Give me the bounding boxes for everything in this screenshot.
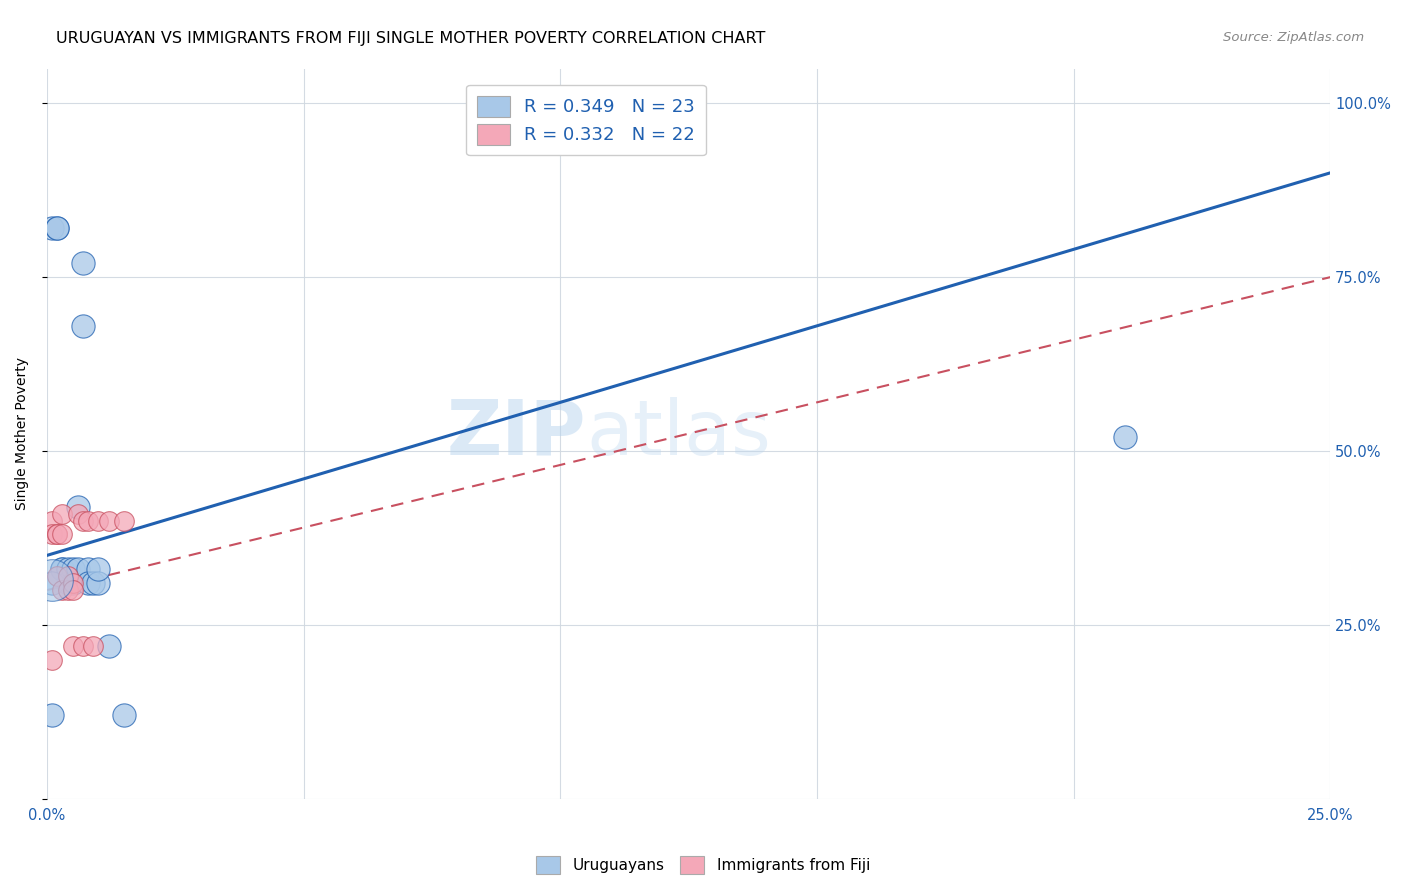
Point: [62, 576, 84, 591]
Point: [77, 514, 100, 528]
Point: [112, 708, 135, 723]
Point: [62, 576, 84, 591]
Point: [72, 639, 94, 653]
Point: [51, 507, 73, 521]
Text: ZIP: ZIP: [447, 397, 586, 471]
Point: [51, 562, 73, 576]
Legend: Uruguayans, Immigrants from Fiji: Uruguayans, Immigrants from Fiji: [530, 850, 876, 880]
Legend: R = 0.349   N = 23, R = 0.332   N = 22: R = 0.349 N = 23, R = 0.332 N = 22: [467, 85, 706, 155]
Point: [46, 221, 69, 235]
Point: [62, 639, 84, 653]
Point: [46, 569, 69, 583]
Y-axis label: Single Mother Poverty: Single Mother Poverty: [15, 357, 30, 510]
Point: [97, 514, 120, 528]
Point: [66, 507, 89, 521]
Point: [56, 576, 79, 591]
Point: [82, 639, 104, 653]
Point: [46, 527, 69, 541]
Point: [41, 514, 63, 528]
Point: [56, 562, 79, 576]
Point: [62, 562, 84, 576]
Point: [41, 527, 63, 541]
Point: [41, 573, 63, 587]
Point: [72, 514, 94, 528]
Point: [51, 527, 73, 541]
Text: URUGUAYAN VS IMMIGRANTS FROM FIJI SINGLE MOTHER POVERTY CORRELATION CHART: URUGUAYAN VS IMMIGRANTS FROM FIJI SINGLE…: [56, 31, 766, 46]
Point: [66, 562, 89, 576]
Point: [51, 583, 73, 598]
Point: [51, 562, 73, 576]
Point: [87, 514, 110, 528]
Point: [46, 221, 69, 235]
Point: [82, 576, 104, 591]
Point: [66, 500, 89, 514]
Point: [87, 576, 110, 591]
Point: [77, 562, 100, 576]
Point: [97, 639, 120, 653]
Point: [41, 708, 63, 723]
Text: atlas: atlas: [586, 397, 770, 471]
Point: [72, 256, 94, 270]
Point: [41, 221, 63, 235]
Text: Source: ZipAtlas.com: Source: ZipAtlas.com: [1223, 31, 1364, 45]
Point: [56, 569, 79, 583]
Point: [77, 576, 100, 591]
Point: [46, 527, 69, 541]
Point: [112, 514, 135, 528]
Point: [41, 653, 63, 667]
Point: [1114, 430, 1136, 444]
Point: [41, 576, 63, 591]
Point: [87, 562, 110, 576]
Point: [56, 583, 79, 598]
Point: [62, 583, 84, 598]
Point: [72, 318, 94, 333]
